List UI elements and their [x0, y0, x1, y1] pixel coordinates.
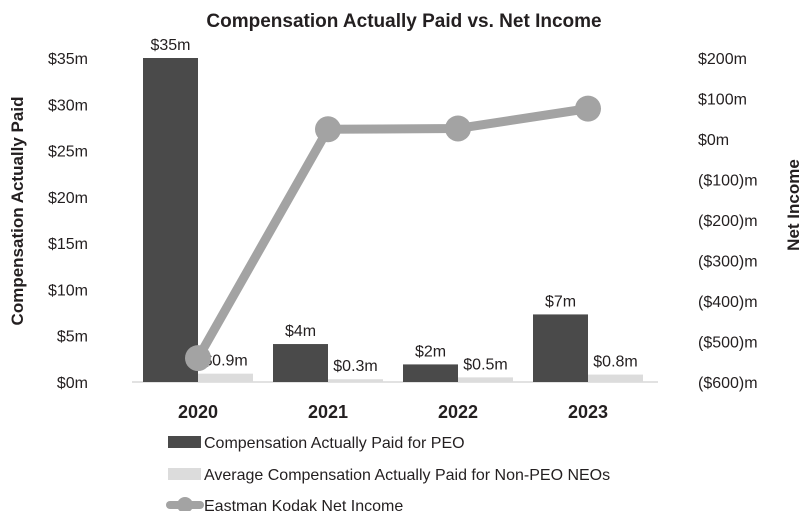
legend-swatch	[168, 436, 201, 448]
left-tick-label: $15m	[48, 236, 88, 253]
right-axis-ticks: ($600)m ($500)m ($400)m ($300)m ($200)m ($100…	[698, 51, 758, 392]
right-tick-label: ($500)m	[698, 335, 758, 352]
category-labels: 2020 2021 2022 2023	[178, 402, 608, 422]
y-axis-title-left: Compensation Actually Paid	[8, 97, 27, 326]
category-label: 2020	[178, 402, 218, 422]
left-axis-ticks: $0m $5m $10m $15m $20m $25m $30m $35m	[48, 51, 88, 392]
left-tick-label: $35m	[48, 51, 88, 68]
non-peo-bar-label: $0.3m	[333, 358, 377, 375]
legend-swatch	[168, 468, 201, 480]
legend-label: Eastman Kodak Net Income	[204, 498, 403, 511]
non-peo-bar	[328, 379, 383, 382]
legend-label: Average Compensation Actually Paid for N…	[204, 467, 610, 484]
peo-bar-label: $4m	[285, 323, 316, 340]
right-tick-label: ($300)m	[698, 254, 758, 271]
peo-bar	[273, 344, 328, 382]
right-tick-label: $200m	[698, 51, 747, 68]
net-income-marker	[315, 116, 341, 143]
peo-bar-label: $2m	[415, 343, 446, 360]
non-peo-bar-label: $0.8m	[593, 354, 637, 371]
net-income-line-path	[193, 104, 593, 363]
peo-bar-label: $7m	[545, 293, 576, 310]
non-peo-bar-label: $0.9m	[203, 353, 247, 370]
category-label: 2023	[568, 402, 608, 422]
peo-bar	[533, 314, 588, 382]
non-peo-bar-label: $0.5m	[463, 356, 507, 373]
left-tick-label: $0m	[57, 375, 88, 392]
net-income-marker	[445, 115, 471, 142]
non-peo-bar	[458, 377, 513, 382]
right-tick-label: ($400)m	[698, 294, 758, 311]
right-tick-label: ($200)m	[698, 213, 758, 230]
right-tick-label: $100m	[698, 92, 747, 109]
category-label: 2021	[308, 402, 348, 422]
bars: $35m $0.9m $4m $0.3m $2m $0.5m $7m $0.8m	[143, 37, 643, 382]
legend-label: Compensation Actually Paid for PEO	[204, 435, 465, 452]
legend: Compensation Actually Paid for PEO Averag…	[166, 435, 610, 511]
net-income-marker	[185, 345, 211, 372]
net-income-line	[185, 95, 601, 372]
right-tick-label: $0m	[698, 132, 729, 149]
non-peo-bar	[588, 374, 643, 382]
y-axis-title-right: Net Income	[784, 159, 801, 251]
left-tick-label: $10m	[48, 282, 88, 299]
chart-title: Compensation Actually Paid vs. Net Incom…	[206, 11, 601, 32]
peo-bar-label: $35m	[150, 37, 190, 54]
right-tick-label: ($100)m	[698, 173, 758, 190]
peo-bar	[403, 364, 458, 382]
legend-marker-swatch	[177, 497, 193, 511]
right-tick-label: ($600)m	[698, 375, 758, 392]
left-tick-label: $20m	[48, 190, 88, 207]
category-label: 2022	[438, 402, 478, 422]
peo-bar	[143, 58, 198, 382]
non-peo-bar	[198, 373, 253, 382]
left-tick-label: $30m	[48, 97, 88, 114]
net-income-marker	[575, 95, 601, 122]
left-tick-label: $5m	[57, 329, 88, 346]
left-tick-label: $25m	[48, 144, 88, 161]
